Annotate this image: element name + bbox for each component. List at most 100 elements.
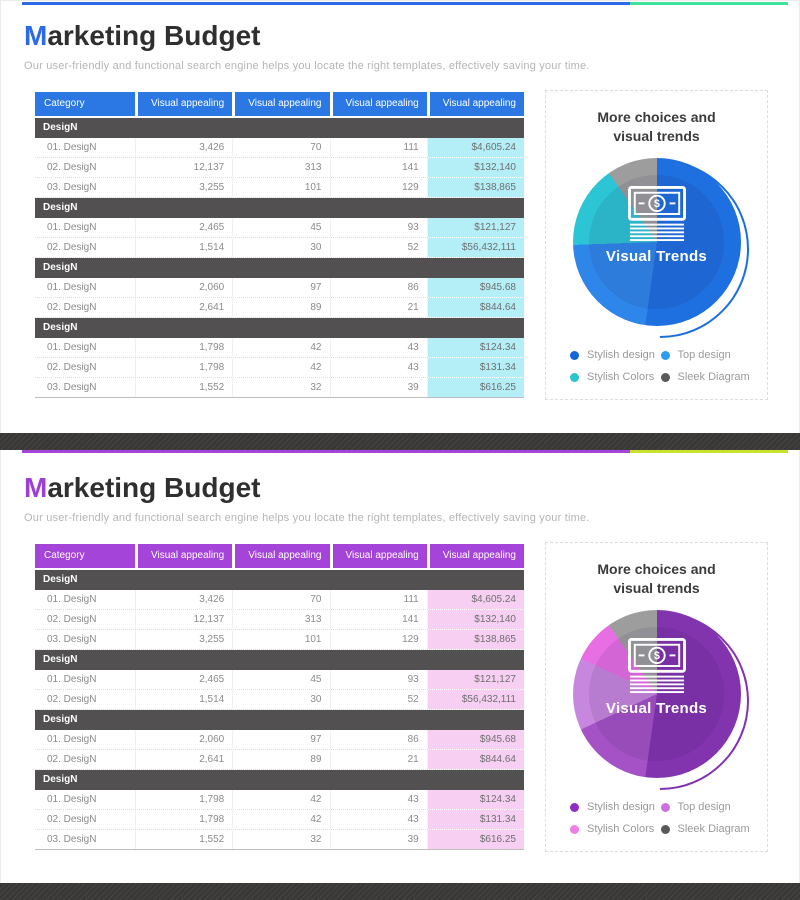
legend-item[interactable]: Sleek Diagram bbox=[660, 371, 752, 383]
row-value: 86 bbox=[329, 730, 427, 749]
chart-legend: Stylish design Top design Stylish Colors… bbox=[570, 349, 751, 383]
table-row[interactable]: 02. DesigN 2,641 89 21 $844.64 bbox=[35, 750, 524, 770]
card-title: More choices and visual trends bbox=[546, 560, 767, 598]
table-row[interactable]: 01. DesigN 1,798 42 43 $124.34 bbox=[35, 790, 524, 810]
table-row[interactable]: 02. DesigN 1,798 42 43 $131.34 bbox=[35, 358, 524, 378]
column-header[interactable]: Visual appealing bbox=[135, 544, 233, 568]
table-row[interactable]: 03. DesigN 1,552 32 39 $616.25 bbox=[35, 830, 524, 850]
column-header[interactable]: Visual appealing bbox=[232, 92, 330, 116]
table-section-header: DesigN bbox=[35, 650, 524, 670]
title-rest: arketing Budget bbox=[47, 20, 261, 51]
table-row[interactable]: 02. DesigN 12,137 313 141 $132,140 bbox=[35, 610, 524, 630]
table-row[interactable]: 01. DesigN 3,426 70 111 $4,605.24 bbox=[35, 590, 524, 610]
legend-item[interactable]: Stylish design bbox=[570, 349, 661, 361]
legend-item[interactable]: Stylish design bbox=[570, 801, 661, 813]
row-value: 1,798 bbox=[135, 790, 232, 809]
legend-item[interactable]: Sleek Diagram bbox=[660, 823, 752, 835]
legend-item[interactable]: Stylish Colors bbox=[570, 823, 661, 835]
column-header[interactable]: Visual appealing bbox=[426, 544, 524, 568]
budget-table: Category Visual appealing Visual appeali… bbox=[35, 544, 524, 850]
slide-panel-purple: Marketing Budget Our user-friendly and f… bbox=[0, 452, 800, 886]
row-label: 01. DesigN bbox=[47, 142, 97, 153]
column-header[interactable]: Visual appealing bbox=[329, 92, 427, 116]
dollar-glyph: $ bbox=[654, 650, 660, 662]
pie-chart[interactable]: $ Visual Trends bbox=[533, 574, 786, 827]
column-header-category[interactable]: Category bbox=[35, 544, 135, 568]
table-row[interactable]: 02. DesigN 1,798 42 43 $131.34 bbox=[35, 810, 524, 830]
row-value: 39 bbox=[329, 378, 427, 397]
row-value: 1,552 bbox=[135, 830, 232, 849]
row-value: 89 bbox=[232, 750, 329, 769]
row-value: 97 bbox=[232, 278, 329, 297]
title-accent-letter: M bbox=[24, 20, 48, 51]
row-value: 30 bbox=[232, 238, 329, 257]
table-row[interactable]: 01. DesigN 2,465 45 93 $121,127 bbox=[35, 218, 524, 238]
row-value: 3,255 bbox=[135, 630, 232, 649]
row-value: 1,514 bbox=[135, 690, 232, 709]
row-value: 97 bbox=[232, 730, 329, 749]
row-amount: $131.34 bbox=[426, 358, 524, 377]
row-label: 01. DesigN bbox=[47, 674, 97, 685]
row-value: 70 bbox=[232, 590, 329, 609]
table-row[interactable]: 01. DesigN 3,426 70 111 $4,605.24 bbox=[35, 138, 524, 158]
page-title: Marketing Budget bbox=[24, 472, 260, 504]
legend-dot bbox=[570, 824, 579, 834]
row-value: 141 bbox=[329, 158, 427, 177]
row-amount: $945.68 bbox=[426, 278, 524, 297]
table-row[interactable]: 01. DesigN 2,465 45 93 $121,127 bbox=[35, 670, 524, 690]
pie: $ Visual Trends bbox=[572, 157, 741, 326]
row-value: 1,552 bbox=[135, 378, 232, 397]
table-row[interactable]: 03. DesigN 3,255 101 129 $138,865 bbox=[35, 630, 524, 650]
row-value: 1,798 bbox=[135, 810, 232, 829]
column-header[interactable]: Visual appealing bbox=[232, 544, 330, 568]
legend-dot bbox=[660, 372, 670, 382]
table-row[interactable]: 01. DesigN 2,060 97 86 $945.68 bbox=[35, 730, 524, 750]
legend-item[interactable]: Top design bbox=[660, 801, 752, 813]
column-header-category[interactable]: Category bbox=[35, 92, 135, 116]
table-section-header: DesigN bbox=[35, 770, 524, 790]
chart-legend: Stylish design Top design Stylish Colors… bbox=[570, 801, 751, 835]
card-title: More choices and visual trends bbox=[546, 108, 767, 146]
row-label: 02. DesigN bbox=[47, 754, 97, 765]
table-row[interactable]: 02. DesigN 1,514 30 52 $56,432,111 bbox=[35, 690, 524, 710]
row-value: 42 bbox=[232, 338, 329, 357]
table-section-header: DesigN bbox=[35, 710, 524, 730]
table-row[interactable]: 02. DesigN 2,641 89 21 $844.64 bbox=[35, 298, 524, 318]
table-row[interactable]: 01. DesigN 2,060 97 86 $945.68 bbox=[35, 278, 524, 298]
row-label: 02. DesigN bbox=[47, 162, 97, 173]
pie-chart[interactable]: $ Visual Trends bbox=[533, 122, 786, 375]
row-value: 2,465 bbox=[135, 670, 232, 689]
table-row[interactable]: 03. DesigN 3,255 101 129 $138,865 bbox=[35, 178, 524, 198]
row-value: 111 bbox=[329, 138, 427, 157]
column-header[interactable]: Visual appealing bbox=[135, 92, 233, 116]
row-value: 45 bbox=[232, 670, 329, 689]
legend-item[interactable]: Top design bbox=[660, 349, 752, 361]
row-amount: $4,605.24 bbox=[426, 138, 524, 157]
row-value: 43 bbox=[329, 790, 427, 809]
pie-center: $ Visual Trends bbox=[573, 610, 741, 778]
row-value: 70 bbox=[232, 138, 329, 157]
row-value: 89 bbox=[232, 298, 329, 317]
table-section-header: DesigN bbox=[35, 258, 524, 278]
row-amount: $124.34 bbox=[426, 790, 524, 809]
table-row[interactable]: 02. DesigN 1,514 30 52 $56,432,111 bbox=[35, 238, 524, 258]
accent-segment-blue bbox=[22, 2, 630, 5]
legend-item[interactable]: Stylish Colors bbox=[570, 371, 661, 383]
card-title-line1: More choices and bbox=[597, 561, 716, 577]
row-value: 93 bbox=[329, 670, 427, 689]
row-value: 101 bbox=[232, 630, 329, 649]
row-amount: $4,605.24 bbox=[426, 590, 524, 609]
table-row[interactable]: 02. DesigN 12,137 313 141 $132,140 bbox=[35, 158, 524, 178]
table-row[interactable]: 01. DesigN 1,798 42 43 $124.34 bbox=[35, 338, 524, 358]
mid-accent-line bbox=[22, 450, 788, 453]
row-amount: $132,140 bbox=[426, 610, 524, 629]
column-header[interactable]: Visual appealing bbox=[329, 544, 427, 568]
pie-inner-overlay bbox=[589, 626, 724, 761]
table-row[interactable]: 03. DesigN 1,552 32 39 $616.25 bbox=[35, 378, 524, 398]
row-value: 141 bbox=[329, 610, 427, 629]
row-amount: $131.34 bbox=[426, 810, 524, 829]
row-value: 1,514 bbox=[135, 238, 232, 257]
title-accent-letter: M bbox=[24, 472, 48, 503]
column-header[interactable]: Visual appealing bbox=[426, 92, 524, 116]
